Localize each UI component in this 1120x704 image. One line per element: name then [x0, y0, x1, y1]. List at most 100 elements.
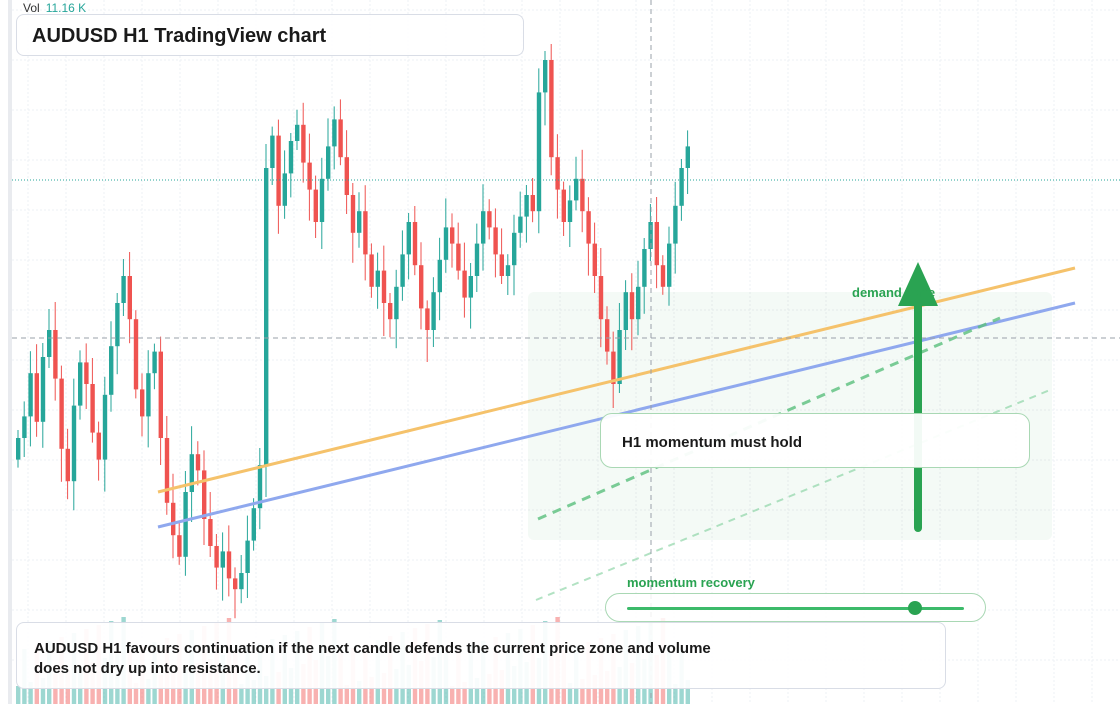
candle-body [338, 119, 343, 158]
demand-zone-label: demand zone [852, 285, 936, 300]
candle-body [71, 405, 77, 482]
candle-body [431, 292, 436, 330]
candle-body [109, 346, 114, 395]
chart-title-card: AUDUSD H1 TradingView chart [16, 14, 524, 56]
candle-body [574, 178, 579, 201]
candle-body [617, 330, 622, 384]
candle-body [412, 222, 418, 266]
volume-bar [592, 675, 597, 704]
candle-body [146, 373, 151, 417]
candle-body [580, 178, 585, 212]
candle-body [326, 146, 331, 179]
candle-body [623, 292, 628, 330]
candle-body [239, 573, 244, 590]
momentum-slider-track [627, 607, 964, 610]
volume-bar [344, 685, 349, 704]
candle-body [654, 222, 659, 266]
volume-bar [40, 678, 46, 704]
volume-bar [251, 680, 256, 704]
candle-body [636, 286, 641, 320]
candle-body [462, 270, 467, 298]
candle-body [357, 211, 362, 233]
volume-bar [264, 676, 269, 704]
candle-body [468, 276, 473, 298]
volume-bar [239, 684, 244, 704]
candle-body [233, 578, 238, 590]
volume-value: 11.16 K [45, 1, 87, 15]
volume-bar [474, 678, 480, 704]
candle-body [282, 173, 287, 206]
candle-body [388, 303, 393, 320]
candle-body [28, 373, 33, 417]
candle-body [16, 438, 21, 460]
volume-bar [146, 679, 151, 704]
candle-body [474, 243, 480, 276]
volume-bar [133, 683, 139, 704]
candle-body [549, 60, 554, 158]
candle-body [90, 384, 95, 433]
candle-body [673, 205, 678, 244]
momentum-recovery-slider[interactable] [605, 593, 986, 622]
candle-body [257, 465, 263, 509]
candle-body [505, 265, 511, 276]
candle-body [220, 551, 225, 568]
candle-body [685, 146, 690, 168]
candle-body [611, 351, 616, 384]
candle-body [270, 135, 275, 168]
candle-body [195, 454, 201, 471]
volume-bar [685, 680, 690, 704]
candle-body [177, 535, 182, 557]
candle-body [381, 270, 387, 303]
candle-body [481, 211, 486, 244]
candle-body [400, 254, 405, 287]
candle-body [96, 432, 101, 460]
candle-body [629, 292, 635, 320]
candle-body [456, 243, 461, 271]
candle-body [524, 195, 529, 217]
momentum-hold-label: H1 momentum must hold [622, 434, 803, 451]
candle-body [127, 276, 132, 320]
candle-body [419, 265, 424, 309]
candle-body [301, 124, 306, 163]
candle-body [363, 211, 368, 255]
volume-readout: Vol 11.16 K [23, 1, 86, 15]
candle-body [121, 276, 126, 303]
projection-dotted-line [535, 389, 1051, 601]
candle-body [251, 508, 256, 541]
candle-body [313, 189, 318, 222]
candle-body [295, 124, 300, 141]
volume-bar [580, 679, 585, 704]
volume-bar [450, 686, 455, 704]
candle-body [350, 195, 356, 233]
candle-body [592, 243, 597, 276]
candle-body [660, 265, 666, 287]
candlestick-series [16, 44, 690, 619]
candle-body [394, 286, 399, 320]
candle-body [40, 357, 46, 422]
candle-body [512, 232, 517, 266]
candle-body [53, 330, 58, 379]
candle-body [543, 60, 548, 93]
candle-body [487, 211, 492, 228]
volume-bar [53, 674, 58, 704]
candle-body [276, 135, 281, 206]
candle-body [679, 168, 684, 206]
candle-body [208, 519, 213, 546]
candle-body [164, 438, 170, 503]
volume-bar [357, 681, 362, 704]
candle-body [493, 227, 498, 255]
candle-body [189, 454, 194, 492]
candle-body [140, 389, 145, 417]
volume-label: Vol [23, 1, 40, 15]
volume-bar [487, 674, 492, 704]
projection-dashed-line [537, 316, 1001, 521]
candle-body [158, 351, 163, 438]
candle-body [369, 254, 374, 287]
momentum-slider-thumb[interactable] [908, 601, 923, 615]
candle-body [536, 92, 542, 212]
candle-body [102, 394, 108, 460]
candle-body [171, 502, 176, 536]
candle-body [34, 373, 39, 422]
candle-body [667, 243, 672, 287]
candle-body [499, 254, 504, 276]
